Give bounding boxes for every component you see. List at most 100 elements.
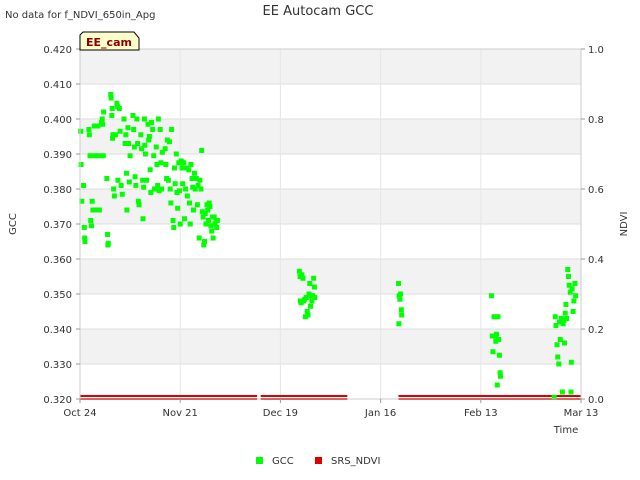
gcc-point [559,389,565,395]
gcc-point [92,153,98,159]
gcc-point [82,239,88,244]
y2-tick-label: 0.2 [588,325,604,336]
gcc-point [119,191,125,197]
gcc-point [173,151,179,157]
gcc-point [140,216,146,222]
gcc-point [159,186,165,192]
gcc-point [78,162,84,167]
gcc-point [91,123,97,129]
gcc-point [296,268,302,274]
legend-gcc-swatch [256,457,263,464]
gcc-point [311,284,317,290]
gcc-point [149,120,155,125]
gcc-point [493,338,499,344]
gcc-point [564,316,570,321]
gcc-point [145,121,151,127]
gcc-point [109,106,115,111]
gcc-point [151,186,157,192]
gcc-point [183,165,189,171]
legend-ndvi-label: SRS_NDVI [331,456,380,467]
gcc-point [491,314,497,320]
gcc-point [135,141,141,146]
gcc-point [155,183,161,188]
gcc-point [199,148,205,153]
gcc-point [206,200,212,206]
gcc-point [90,207,96,213]
gcc-point [154,162,160,167]
plot-band [80,49,581,84]
gcc-point [307,303,313,309]
gcc-point [122,141,128,146]
gcc-point [196,235,202,241]
x-tick-label: Dec 19 [263,408,298,419]
gcc-point [111,186,117,192]
gcc-point [190,207,196,213]
gcc-point [114,100,120,106]
gcc-point [202,239,208,244]
y-tick-label: 0.410 [43,80,72,91]
gcc-point [556,361,562,367]
gcc-point [200,214,206,220]
gcc-point [86,127,92,132]
gcc-point [148,190,154,195]
gcc-point [573,293,579,299]
gcc-point [139,146,145,152]
gcc-point [398,291,404,297]
gcc-point [562,340,568,346]
gcc-point [187,221,193,227]
gcc-point [105,242,111,248]
gcc-point [109,113,115,118]
gcc-point [571,298,577,304]
gcc-point [562,310,568,316]
gcc-point [144,177,150,183]
gcc-point [178,158,184,164]
gcc-series [78,92,579,400]
legend-ndvi-swatch [315,457,322,464]
gcc-point [303,295,309,300]
gcc-point [88,223,94,229]
gcc-point [211,214,217,220]
gcc-point [298,300,304,306]
gcc-point [157,127,163,132]
y2-tick-label: 0.4 [588,255,604,266]
gcc-point [214,218,220,223]
gcc-point [141,184,147,190]
gcc-point [108,95,114,101]
gcc-point [194,202,200,208]
gcc-point [202,211,208,216]
gcc-point [81,183,87,188]
gcc-point [494,382,500,388]
gcc-point [158,160,164,166]
gcc-point [560,321,566,327]
gcc-point [162,146,168,152]
gcc-point [156,188,162,194]
gcc-point [181,160,187,166]
gcc-point [174,190,180,195]
no-data-note: No data for f_NDVI_650in_Apg [5,10,155,21]
gcc-point [565,274,571,279]
gcc-point [99,116,105,122]
gcc-point [131,127,137,132]
gcc-point [563,302,569,307]
gcc-point [555,354,561,360]
gcc-point [199,209,205,215]
gcc-point [82,235,88,241]
gcc-point [134,116,140,122]
gcc-point [115,177,121,183]
y2-tick-label: 1.0 [588,45,604,56]
gcc-point [212,221,218,227]
gcc-point [189,176,195,181]
gcc-point [118,183,124,188]
gcc-point [142,151,148,157]
legend: GCC SRS_NDVI [256,456,380,467]
gcc-point [190,184,196,190]
gcc-point [179,165,185,171]
gcc-point [566,282,572,288]
gcc-point [570,309,576,314]
gcc-point [116,106,122,111]
gcc-point [104,176,110,181]
gcc-point [569,286,575,292]
gcc-point [133,183,139,188]
gcc-point [209,228,215,234]
gcc-point [572,281,578,286]
